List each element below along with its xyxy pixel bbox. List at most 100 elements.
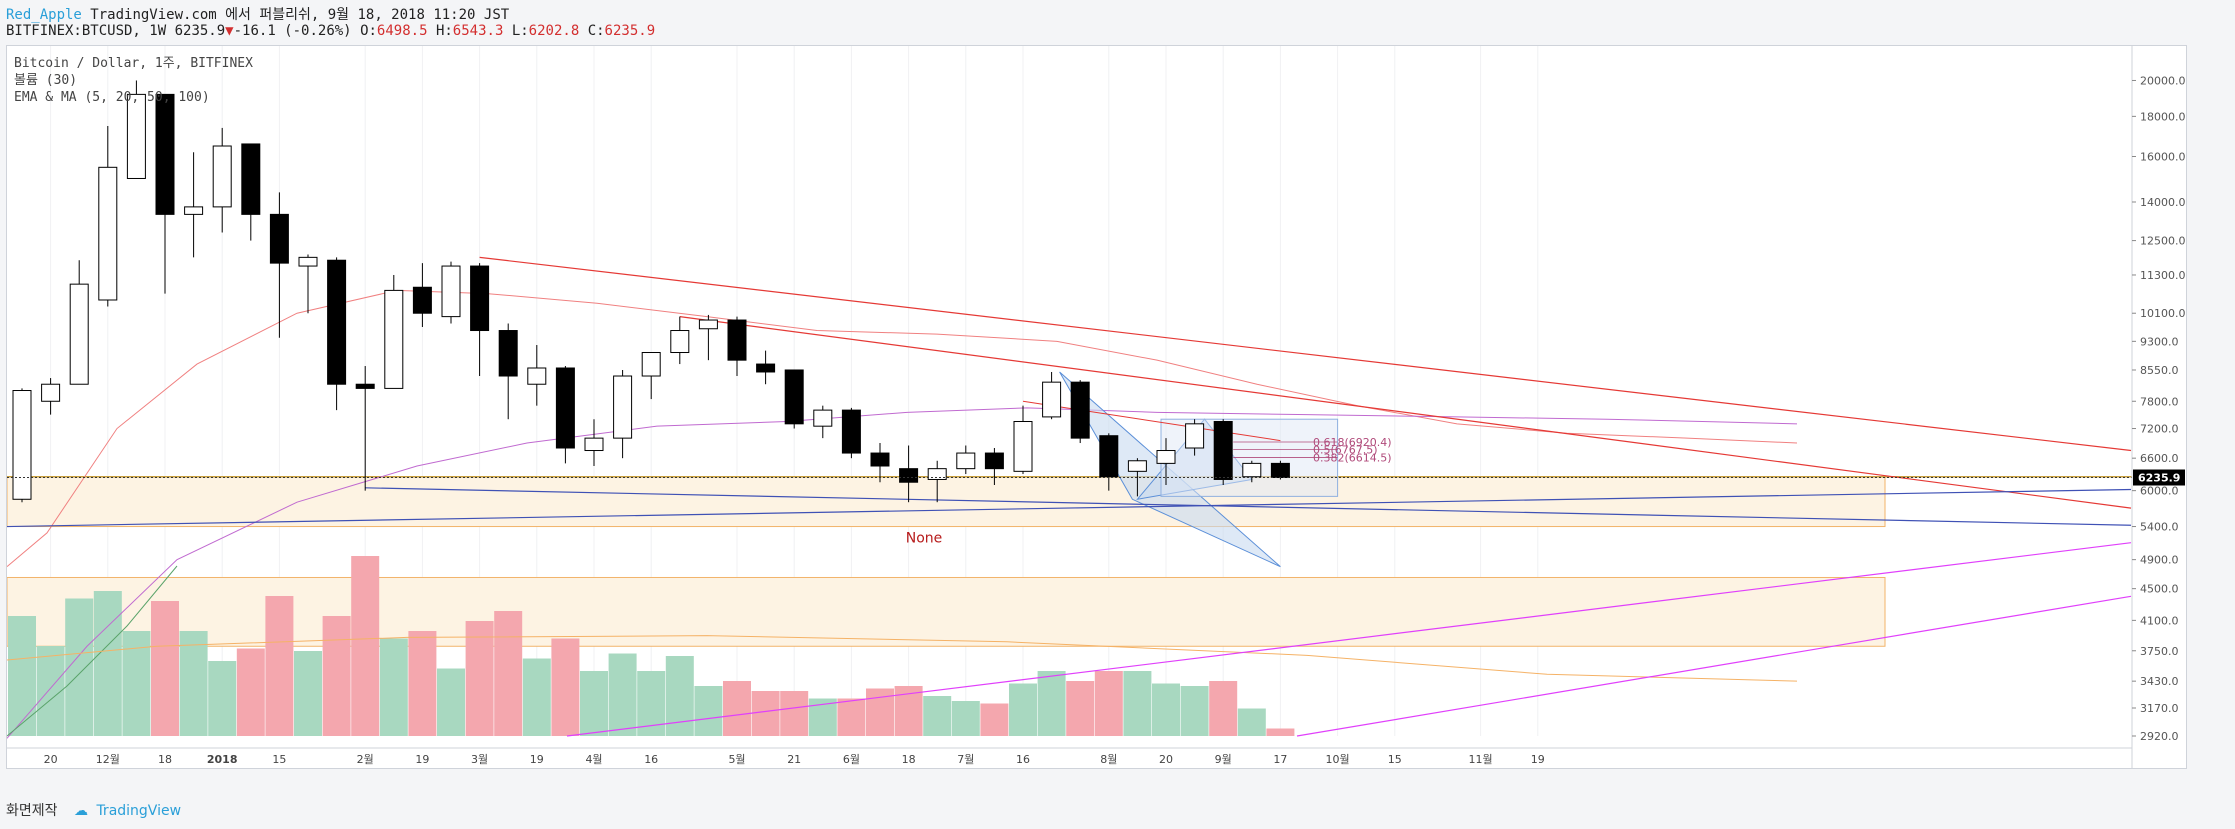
price-axis-label: 3750.0 bbox=[2140, 645, 2179, 658]
trendline-blue-2 bbox=[7, 488, 2132, 528]
candle-body bbox=[727, 319, 747, 361]
chart-publish-line: Red_Apple TradingView.com 에서 퍼블리쉬, 9월 18… bbox=[6, 4, 509, 24]
candle-body bbox=[441, 265, 461, 318]
legend-volume[interactable]: 볼륨 (30) bbox=[14, 73, 78, 88]
chart-canvas[interactable]: 0.618(6920.4)0.5(6767.5)0.382(6614.5) Non… bbox=[7, 46, 2186, 768]
ema-line bbox=[7, 289, 1798, 568]
time-axis-label: 17 bbox=[1273, 753, 1287, 766]
volume-bar bbox=[208, 661, 237, 736]
volume-bar bbox=[408, 631, 437, 736]
trendline-red-2 bbox=[679, 316, 2132, 509]
time-axis-label: 10월 bbox=[1326, 753, 1350, 766]
volume-bar bbox=[723, 681, 751, 736]
legend-symbol[interactable]: Bitcoin / Dollar, 1주, BITFINEX bbox=[14, 56, 253, 71]
time-axis-label: 9월 bbox=[1215, 753, 1232, 766]
volume-bar bbox=[465, 621, 494, 736]
candle-body bbox=[1156, 450, 1176, 464]
symbol-ohlc-line: BITFINEX:BTCUSD, 1W 6235.9▼-16.1 (-0.26%… bbox=[6, 23, 655, 39]
candle-body bbox=[98, 166, 118, 301]
volume-bar bbox=[65, 598, 94, 736]
candle-body bbox=[1070, 381, 1090, 439]
candle-body bbox=[12, 390, 32, 500]
volume-bar bbox=[294, 651, 322, 736]
made-with-label: 화면제작 bbox=[6, 803, 58, 819]
candle-body bbox=[241, 143, 261, 215]
volume-bar bbox=[437, 668, 465, 736]
price-axis-label: 14000.0 bbox=[2140, 196, 2186, 209]
candle-body bbox=[670, 330, 690, 354]
candle-body bbox=[1242, 462, 1262, 478]
volume-bar bbox=[608, 653, 637, 736]
candle-body bbox=[555, 367, 575, 449]
time-axis-label: 20 bbox=[1159, 753, 1173, 766]
candle-body bbox=[498, 330, 518, 377]
volume-bar bbox=[980, 703, 1009, 736]
time-axis-label: 11월 bbox=[1469, 753, 1493, 766]
price-axis-label: 16000.0 bbox=[2140, 150, 2186, 163]
volume-bar bbox=[1094, 671, 1123, 736]
volume-bar bbox=[780, 691, 809, 736]
high-label: H: bbox=[435, 23, 453, 39]
volume-bar bbox=[1180, 686, 1209, 736]
candle-body bbox=[870, 452, 890, 467]
candle-body bbox=[956, 452, 976, 470]
chart-legend: Bitcoin / Dollar, 1주, BITFINEX 볼륨 (30) E… bbox=[14, 55, 253, 106]
volume-bar bbox=[1209, 681, 1238, 736]
time-axis-label: 19 bbox=[530, 753, 544, 766]
candle-body bbox=[212, 145, 232, 208]
candle-body bbox=[756, 363, 776, 373]
trendline-red-1 bbox=[479, 256, 2132, 452]
trendline-blue-1 bbox=[365, 487, 2132, 526]
volume-bar bbox=[580, 671, 608, 736]
time-axis-label: 20 bbox=[44, 753, 58, 766]
close-value: 6235.9 bbox=[604, 23, 656, 39]
fib-label: 0.618(6920.4) bbox=[1313, 436, 1392, 449]
candle-body bbox=[698, 319, 718, 330]
time-axis-label: 16 bbox=[644, 753, 658, 766]
volume-bar bbox=[351, 556, 380, 736]
publish-info: TradingView.com 에서 퍼블리쉬, 9월 18, 2018 11:… bbox=[90, 7, 510, 23]
price-axis-label: 20000.0 bbox=[2140, 74, 2186, 87]
time-axis-label: 12월 bbox=[96, 753, 120, 766]
volume-bar bbox=[1037, 671, 1066, 736]
trendline-red-3 bbox=[1022, 400, 1281, 442]
price-axis-label: 3430.0 bbox=[2140, 675, 2179, 688]
fib-label: 0.5(6767.5) bbox=[1313, 444, 1378, 457]
tradingview-link[interactable]: TradingView bbox=[96, 803, 182, 819]
support-zone bbox=[7, 476, 1886, 528]
footer: 화면제작 ☁ TradingView bbox=[6, 800, 181, 820]
candle-body bbox=[298, 256, 318, 267]
time-axis-label: 19 bbox=[415, 753, 429, 766]
candle-body bbox=[1013, 421, 1033, 472]
volume-bar bbox=[837, 698, 866, 736]
volume-bar bbox=[265, 596, 294, 736]
time-axis-label: 16 bbox=[1016, 753, 1030, 766]
price-axis-label: 11300.0 bbox=[2140, 269, 2186, 282]
time-axis-label: 2월 bbox=[357, 753, 374, 766]
symbol-label: BITFINEX:BTCUSD, 1W bbox=[6, 23, 167, 39]
time-axis-label: 7월 bbox=[957, 753, 974, 766]
author-name[interactable]: Red_Apple bbox=[6, 7, 82, 23]
low-label: L: bbox=[511, 23, 529, 39]
candle-body bbox=[527, 367, 547, 385]
candle-body bbox=[1099, 435, 1119, 478]
close-label: C: bbox=[587, 23, 605, 39]
tradingview-logo-icon[interactable]: ☁ bbox=[73, 803, 88, 819]
candle-body bbox=[641, 352, 661, 377]
price-axis-label: 5400.0 bbox=[2140, 521, 2179, 534]
volume-bar bbox=[694, 686, 723, 736]
time-axis-label: 21 bbox=[787, 753, 801, 766]
time-axis-label: 6월 bbox=[843, 753, 860, 766]
legend-ema-ma[interactable]: EMA & MA (5, 20, 50, 100) bbox=[14, 90, 210, 105]
chart-area[interactable]: 0.618(6920.4) 0.5(6767.5) 0.382(6614.5) Non… bbox=[6, 45, 2187, 769]
low-value: 6202.8 bbox=[528, 23, 580, 39]
candle-body bbox=[41, 383, 61, 402]
candle-body bbox=[613, 375, 633, 439]
time-axis-label: 18 bbox=[158, 753, 172, 766]
candle-body bbox=[470, 265, 490, 332]
volume-bar bbox=[522, 658, 551, 736]
time-axis-label: 8월 bbox=[1100, 753, 1117, 766]
volume-bar bbox=[494, 611, 523, 736]
price-axis-label: 6000.0 bbox=[2140, 485, 2179, 498]
candle-body bbox=[1213, 421, 1233, 480]
